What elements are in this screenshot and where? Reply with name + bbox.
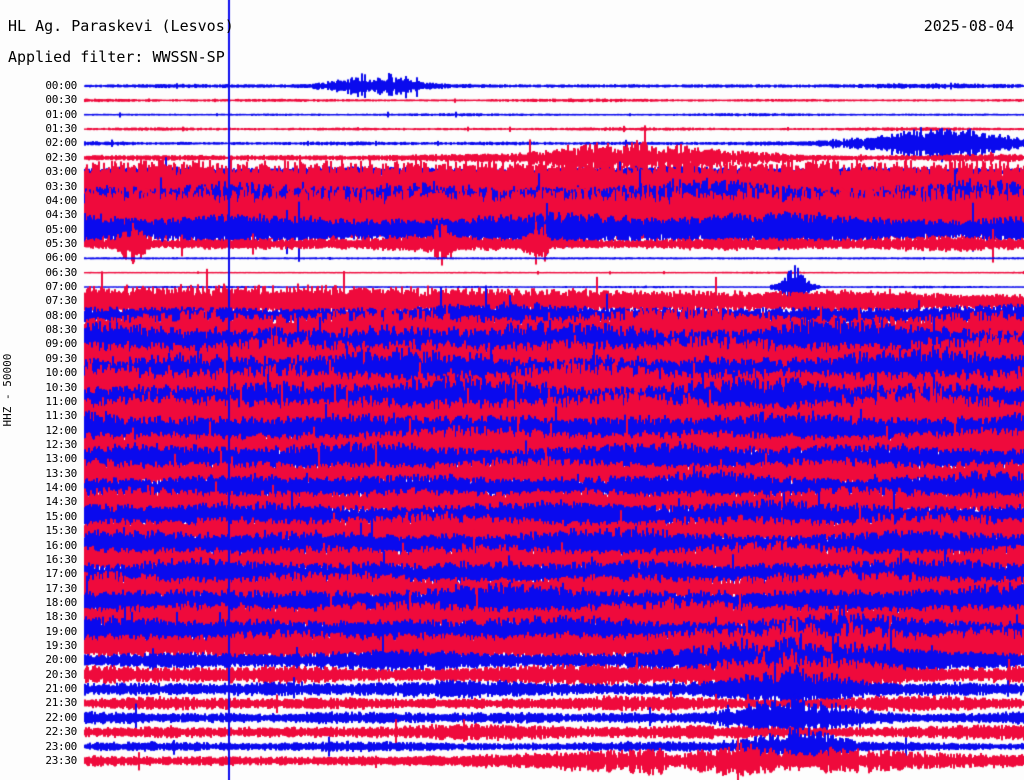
time-tick-0030: 00:30	[45, 93, 77, 107]
time-tick-0430: 04:30	[45, 208, 77, 222]
time-tick-0530: 05:30	[45, 236, 77, 250]
time-tick-1630: 16:30	[45, 552, 77, 566]
time-tick-1930: 19:30	[45, 639, 77, 653]
time-tick-1600: 16:00	[45, 538, 77, 552]
time-tick-2230: 22:30	[45, 725, 77, 739]
time-tick-1500: 15:00	[45, 509, 77, 523]
time-tick-0600: 06:00	[45, 251, 77, 265]
time-tick-1400: 14:00	[45, 481, 77, 495]
time-tick-0200: 02:00	[45, 136, 77, 150]
time-tick-2330: 23:30	[45, 753, 77, 767]
station-title: HL Ag. Paraskevi (Lesvos)	[8, 17, 234, 35]
time-tick-0900: 09:00	[45, 337, 77, 351]
time-tick-1300: 13:00	[45, 452, 77, 466]
time-tick-0700: 07:00	[45, 280, 77, 294]
time-tick-1100: 11:00	[45, 394, 77, 408]
time-tick-2200: 22:00	[45, 710, 77, 724]
time-axis: 00:00 00:30 01:00 01:30 02:00 02:30 03:00 03:30…	[0, 0, 84, 780]
time-tick-1230: 12:30	[45, 438, 77, 451]
time-tick-0130: 01:30	[45, 122, 77, 136]
date-label: 2025-08-04	[923, 17, 1014, 35]
time-tick-0730: 07:30	[45, 294, 77, 308]
time-tick-1130: 11:30	[45, 409, 77, 423]
time-tick-0630: 06:30	[45, 265, 77, 279]
time-tick-0100: 01:00	[45, 107, 77, 121]
time-tick-1030: 10:30	[45, 380, 77, 394]
time-tick-2130: 21:30	[45, 696, 77, 710]
time-tick-0330: 03:30	[45, 179, 77, 193]
time-tick-1200: 12:00	[45, 423, 77, 437]
time-tick-0400: 04:00	[45, 193, 77, 207]
time-tick-1430: 14:30	[45, 495, 77, 509]
time-tick-1800: 18:00	[45, 595, 77, 609]
time-tick-2300: 23:00	[45, 739, 77, 753]
time-tick-1700: 17:00	[45, 567, 77, 581]
applied-filter-label: Applied filter: WWSSN-SP	[8, 48, 225, 66]
time-tick-2100: 21:00	[45, 682, 77, 696]
time-tick-1530: 15:30	[45, 524, 77, 538]
time-tick-0300: 03:00	[45, 165, 77, 179]
time-tick-1900: 19:00	[45, 624, 77, 638]
time-tick-0800: 08:00	[45, 308, 77, 322]
time-tick-1000: 10:00	[45, 366, 77, 380]
time-tick-0500: 05:00	[45, 222, 77, 236]
time-tick-0230: 02:30	[45, 150, 77, 164]
time-tick-0000: 00:00	[45, 79, 77, 92]
time-tick-0930: 09:30	[45, 351, 77, 365]
time-tick-0830: 08:30	[45, 323, 77, 337]
time-tick-1330: 13:30	[45, 466, 77, 480]
time-tick-2000: 20:00	[45, 653, 77, 667]
time-tick-1730: 17:30	[45, 581, 77, 595]
time-tick-2030: 20:30	[45, 667, 77, 681]
time-tick-1830: 18:30	[45, 610, 77, 624]
